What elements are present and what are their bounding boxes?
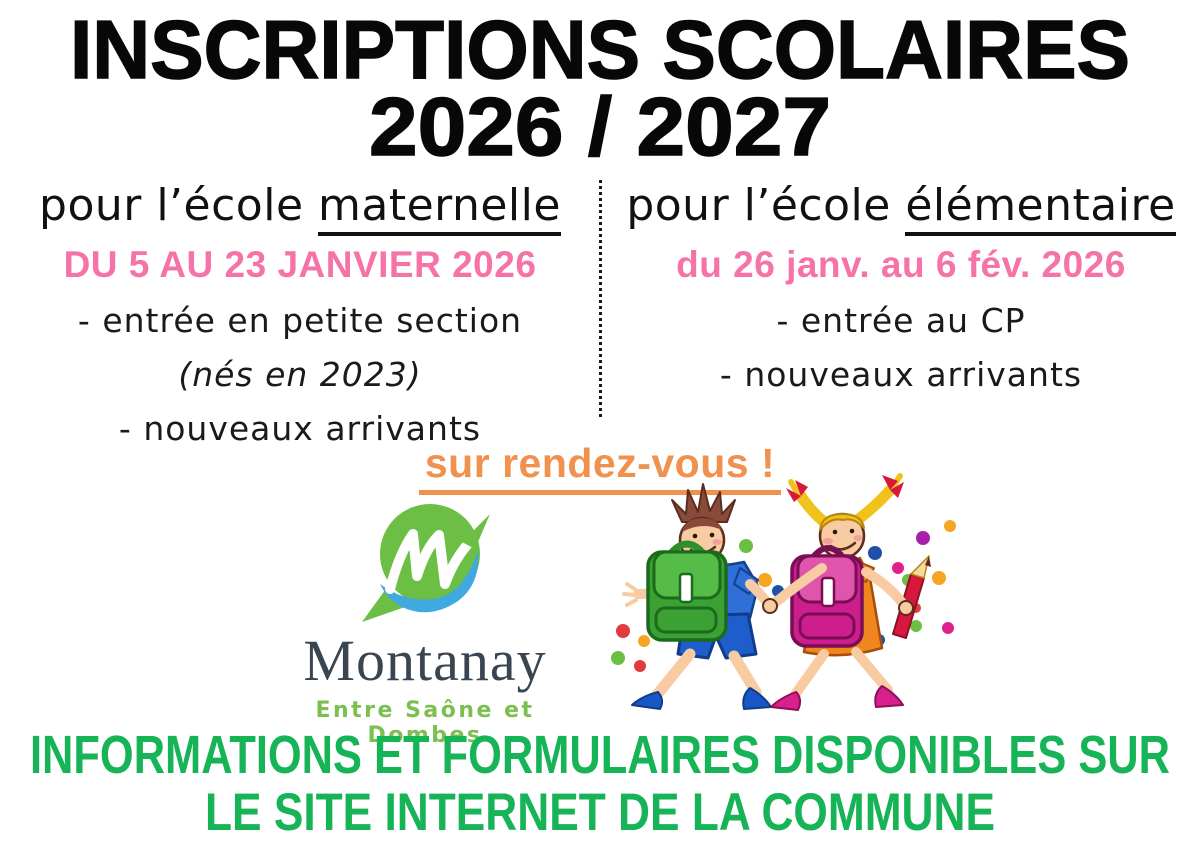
commune-logo: Montanay Entre Saône et Dombes <box>270 494 580 748</box>
elementaire-item-nouveaux-arrivants: - nouveaux arrivants <box>719 355 1083 395</box>
maternelle-period: DU 5 AU 23 JANVIER 2026 <box>63 244 537 286</box>
elementaire-header-term: élémentaire <box>905 180 1176 236</box>
girl-with-pink-backpack <box>762 473 931 711</box>
dotted-divider <box>599 180 602 418</box>
footer-info: INFORMATIONS ET FORMULAIRES DISPONIBLES … <box>30 725 1170 842</box>
enrollment-columns: pour l’école maternelle DU 5 AU 23 JANVI… <box>0 180 1200 448</box>
elementaire-header-prefix: pour l’école <box>626 180 906 231</box>
elementaire-item-cp: - entrée au CP <box>776 301 1026 341</box>
appointment-text: sur rendez-vous ! <box>418 440 782 495</box>
commune-tagline: Entre Saône et Dombes <box>315 698 535 748</box>
poster-title: INSCRIPTIONS SCOLAIRES 2026 / 2027 <box>69 2 1131 174</box>
maternelle-item-petite-section: - entrée en petite section <box>77 301 523 341</box>
boy-with-green-backpack <box>622 483 773 710</box>
elementaire-period: du 26 janv. au 6 fév. 2026 <box>676 244 1126 286</box>
title-line1: INSCRIPTIONS SCOLAIRES <box>70 3 1130 96</box>
maternelle-item-nouveaux-arrivants: - nouveaux arrivants <box>118 409 482 449</box>
appointment-note: sur rendez-vous ! <box>0 440 1200 495</box>
column-elementaire: pour l’école élémentaire du 26 janv. au … <box>602 180 1200 430</box>
footer-line2: LE SITE INTERNET DE LA COMMUNE <box>205 783 995 842</box>
title-line2: 2026 / 2027 <box>369 80 831 173</box>
elementaire-header: pour l’école élémentaire <box>602 180 1200 236</box>
footer-line1: INFORMATIONS ET FORMULAIRES DISPONIBLES … <box>30 725 1170 785</box>
montanay-logo-icon <box>362 504 490 622</box>
column-maternelle: pour l’école maternelle DU 5 AU 23 JANVI… <box>0 180 600 448</box>
commune-name: Montanay <box>303 628 547 693</box>
children-illustration <box>611 473 956 711</box>
maternelle-item-birth-year: (nés en 2023) <box>178 355 422 395</box>
maternelle-header-prefix: pour l’école <box>39 180 319 231</box>
maternelle-header-term: maternelle <box>318 180 561 236</box>
maternelle-header: pour l’école maternelle <box>0 180 600 236</box>
